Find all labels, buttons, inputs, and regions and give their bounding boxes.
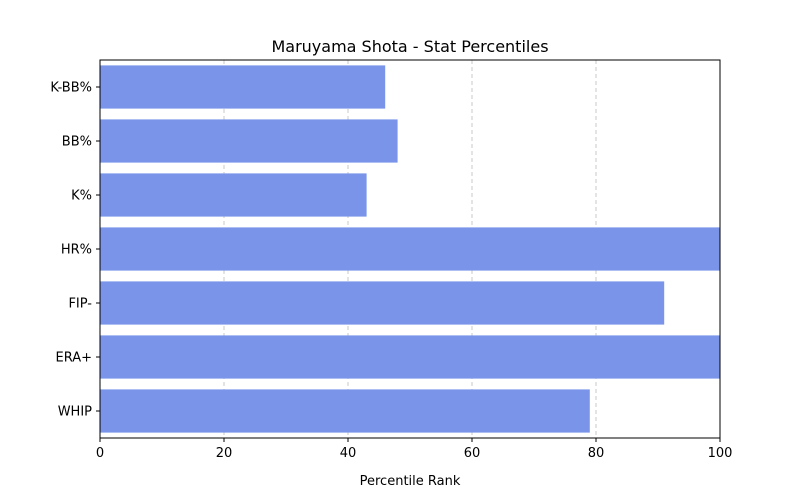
bar-hr- [100, 227, 720, 271]
x-tick-label: 0 [96, 446, 104, 461]
bar-k-bb- [100, 65, 386, 109]
x-tick-label: 100 [708, 446, 733, 461]
y-tick-label: FIP- [68, 297, 92, 312]
bar-k- [100, 173, 367, 217]
x-tick-label: 60 [464, 446, 481, 461]
x-axis-ticks: 0 20 40 60 80 100 [96, 438, 733, 461]
y-axis-ticks: K-BB% BB% K% HR% FIP- ERA+ WHIP [50, 81, 100, 420]
bar-fip- [100, 281, 665, 325]
x-tick-label: 40 [340, 446, 357, 461]
bar-bb- [100, 119, 398, 163]
y-tick-label: HR% [61, 243, 92, 258]
y-tick-label: ERA+ [55, 351, 92, 366]
bars [100, 65, 720, 433]
y-tick-label: BB% [62, 135, 92, 150]
bar-whip [100, 389, 590, 433]
x-tick-label: 20 [216, 446, 233, 461]
y-tick-label: K% [71, 189, 92, 204]
y-tick-label: K-BB% [50, 81, 92, 96]
x-tick-label: 80 [588, 446, 605, 461]
bar-era- [100, 335, 720, 379]
chart-title: Maruyama Shota - Stat Percentiles [271, 37, 548, 56]
x-axis-label: Percentile Rank [360, 474, 461, 489]
y-tick-label: WHIP [58, 405, 92, 420]
